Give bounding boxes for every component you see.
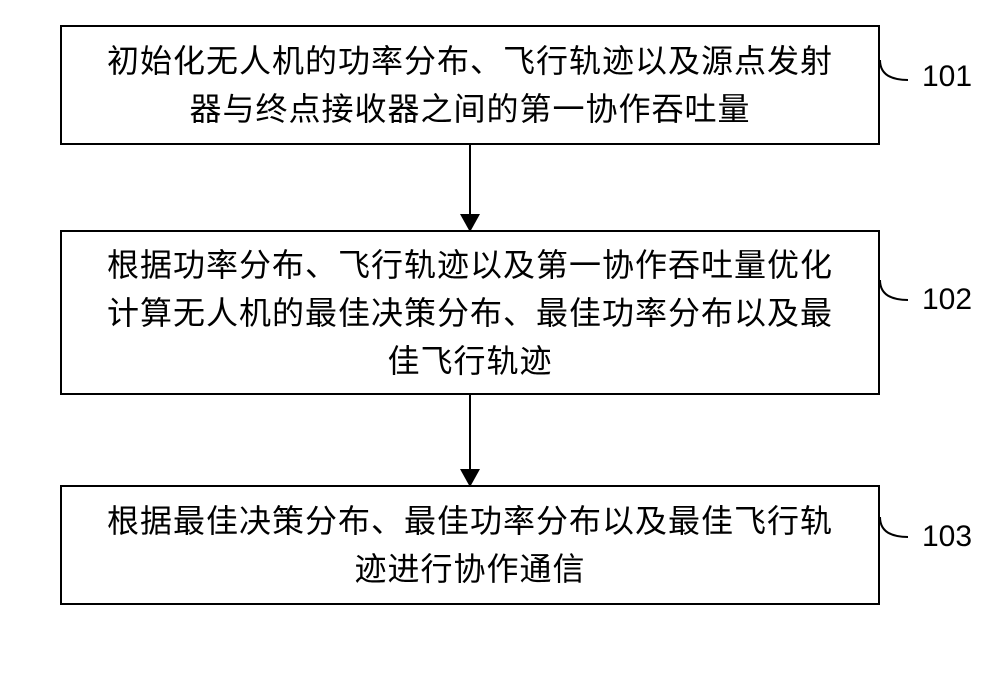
node-1-text: 初始化无人机的功率分布、飞行轨迹以及源点发射器与终点接收器之间的第一协作吞吐量 <box>92 37 848 133</box>
node-2-text: 根据功率分布、飞行轨迹以及第一协作吞吐量优化计算无人机的最佳决策分布、最佳功率分… <box>92 241 848 385</box>
flowchart-node-2: 根据功率分布、飞行轨迹以及第一协作吞吐量优化计算无人机的最佳决策分布、最佳功率分… <box>60 230 880 395</box>
node-3-text: 根据最佳决策分布、最佳功率分布以及最佳飞行轨迹进行协作通信 <box>92 497 848 593</box>
node-1-label: 101 <box>922 60 972 94</box>
node-2-label: 102 <box>922 283 972 317</box>
node-3-label: 103 <box>922 520 972 554</box>
arrow-2 <box>60 395 880 485</box>
flowchart-node-3: 根据最佳决策分布、最佳功率分布以及最佳飞行轨迹进行协作通信 <box>60 485 880 605</box>
flowchart-node-1: 初始化无人机的功率分布、飞行轨迹以及源点发射器与终点接收器之间的第一协作吞吐量 <box>60 25 880 145</box>
arrow-1 <box>60 145 880 230</box>
